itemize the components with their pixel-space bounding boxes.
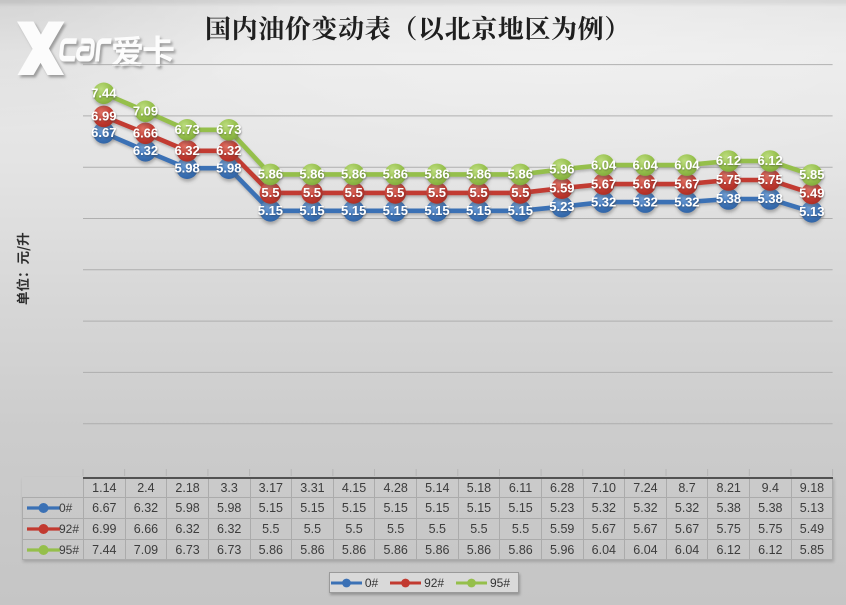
svg-text:5.32: 5.32 — [633, 194, 658, 209]
svg-text:5.86: 5.86 — [466, 167, 491, 182]
svg-text:5.38: 5.38 — [757, 191, 782, 206]
svg-text:6.12: 6.12 — [716, 153, 741, 168]
svg-text:5.96: 5.96 — [549, 162, 574, 177]
svg-text:5.15: 5.15 — [424, 203, 449, 218]
svg-text:5.5: 5.5 — [428, 185, 446, 200]
svg-text:5.67: 5.67 — [674, 176, 699, 191]
svg-text:5.15: 5.15 — [383, 203, 408, 218]
svg-text:6.12: 6.12 — [757, 153, 782, 168]
svg-text:5.75: 5.75 — [757, 172, 782, 187]
svg-text:5.15: 5.15 — [258, 203, 283, 218]
svg-text:5.15: 5.15 — [341, 203, 366, 218]
svg-text:6.67: 6.67 — [91, 125, 116, 140]
svg-text:6.32: 6.32 — [216, 143, 241, 158]
svg-text:6.32: 6.32 — [174, 143, 199, 158]
svg-text:5.5: 5.5 — [470, 185, 488, 200]
svg-text:5.13: 5.13 — [799, 204, 824, 219]
svg-text:5.5: 5.5 — [386, 185, 404, 200]
svg-text:5.59: 5.59 — [549, 180, 574, 195]
svg-text:5.15: 5.15 — [508, 203, 533, 218]
svg-text:5.23: 5.23 — [549, 199, 574, 214]
svg-text:6.04: 6.04 — [633, 157, 659, 172]
svg-text:5.86: 5.86 — [424, 167, 449, 182]
svg-text:5.5: 5.5 — [261, 185, 279, 200]
svg-text:6.66: 6.66 — [133, 126, 158, 141]
svg-text:5.86: 5.86 — [383, 167, 408, 182]
svg-text:5.5: 5.5 — [345, 185, 363, 200]
svg-text:7.09: 7.09 — [133, 104, 158, 119]
svg-text:5.49: 5.49 — [799, 186, 824, 201]
svg-text:6.99: 6.99 — [91, 109, 116, 124]
svg-text:5.86: 5.86 — [508, 167, 533, 182]
svg-text:5.15: 5.15 — [466, 203, 491, 218]
svg-text:5.15: 5.15 — [299, 203, 324, 218]
svg-text:5.5: 5.5 — [303, 185, 321, 200]
svg-text:5.38: 5.38 — [716, 191, 741, 206]
svg-text:5.86: 5.86 — [341, 167, 366, 182]
svg-text:7.44: 7.44 — [91, 86, 117, 101]
svg-text:5.67: 5.67 — [633, 176, 658, 191]
svg-text:5.32: 5.32 — [591, 194, 616, 209]
svg-text:5.86: 5.86 — [299, 167, 324, 182]
svg-text:5.75: 5.75 — [716, 172, 741, 187]
svg-text:5.98: 5.98 — [216, 160, 241, 175]
svg-text:6.73: 6.73 — [174, 122, 199, 137]
svg-text:5.5: 5.5 — [511, 185, 529, 200]
svg-text:5.67: 5.67 — [591, 176, 616, 191]
svg-text:5.85: 5.85 — [799, 167, 824, 182]
svg-text:6.04: 6.04 — [674, 157, 700, 172]
svg-text:5.86: 5.86 — [258, 167, 283, 182]
svg-text:6.04: 6.04 — [591, 157, 617, 172]
svg-text:5.32: 5.32 — [674, 194, 699, 209]
svg-text:5.98: 5.98 — [174, 160, 199, 175]
svg-text:6.73: 6.73 — [216, 122, 241, 137]
svg-text:6.32: 6.32 — [133, 143, 158, 158]
